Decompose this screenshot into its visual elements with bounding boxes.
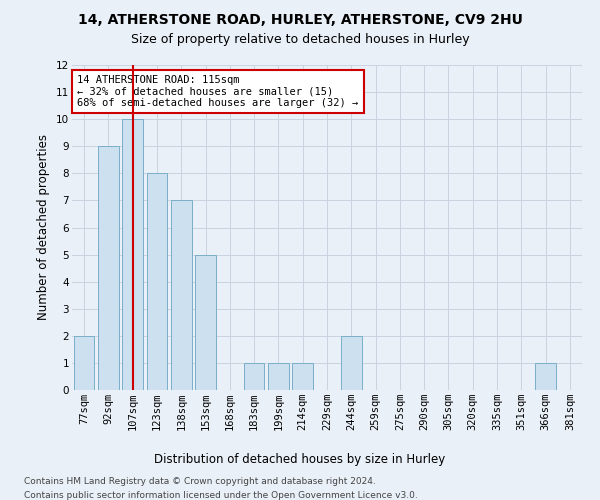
Bar	[292, 363, 313, 390]
Bar	[195, 254, 216, 390]
Bar	[341, 336, 362, 390]
Text: Size of property relative to detached houses in Hurley: Size of property relative to detached ho…	[131, 32, 469, 46]
Text: Distribution of detached houses by size in Hurley: Distribution of detached houses by size …	[154, 452, 446, 466]
Text: 14 ATHERSTONE ROAD: 115sqm
← 32% of detached houses are smaller (15)
68% of semi: 14 ATHERSTONE ROAD: 115sqm ← 32% of deta…	[77, 74, 358, 108]
Y-axis label: Number of detached properties: Number of detached properties	[37, 134, 50, 320]
Bar	[146, 174, 167, 390]
Bar	[535, 363, 556, 390]
Bar	[268, 363, 289, 390]
Bar	[98, 146, 119, 390]
Text: Contains HM Land Registry data © Crown copyright and database right 2024.: Contains HM Land Registry data © Crown c…	[24, 478, 376, 486]
Bar	[171, 200, 191, 390]
Text: 14, ATHERSTONE ROAD, HURLEY, ATHERSTONE, CV9 2HU: 14, ATHERSTONE ROAD, HURLEY, ATHERSTONE,…	[77, 12, 523, 26]
Bar	[74, 336, 94, 390]
Bar	[122, 119, 143, 390]
Text: Contains public sector information licensed under the Open Government Licence v3: Contains public sector information licen…	[24, 491, 418, 500]
Bar	[244, 363, 265, 390]
